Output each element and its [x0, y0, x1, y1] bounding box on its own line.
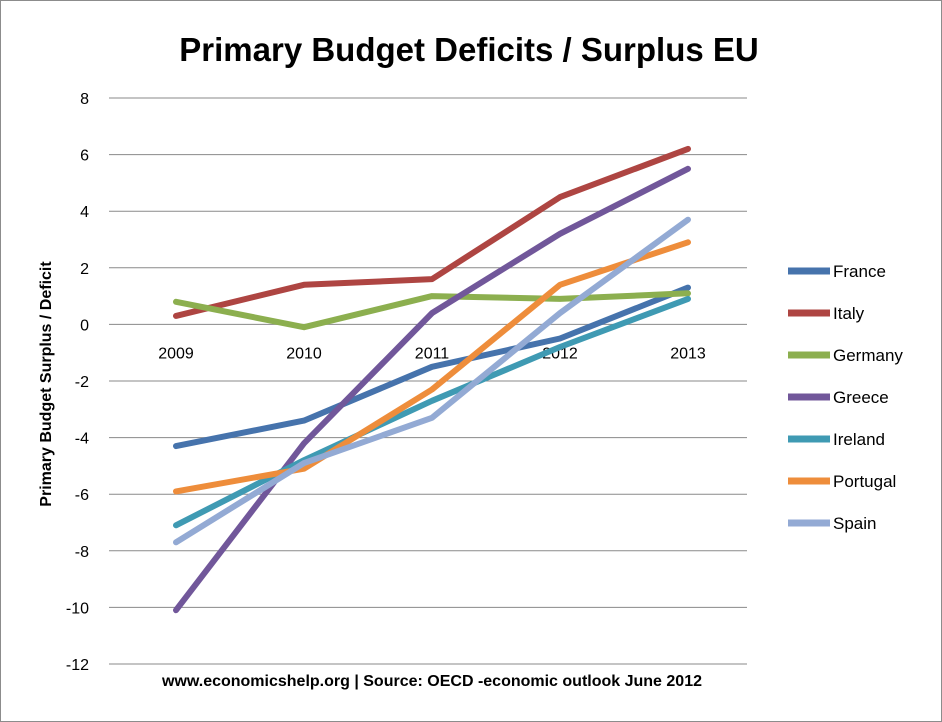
y-tick-label: -12: [66, 657, 89, 674]
chart-title: Primary Budget Deficits / Surplus EU: [179, 31, 758, 68]
legend-label-spain: Spain: [833, 514, 876, 533]
legend-label-portugal: Portugal: [833, 472, 896, 491]
series-line-italy: [173, 145, 691, 319]
y-axis-label: Primary Budget Surplus / Deficit: [38, 261, 55, 507]
y-tick-label: 4: [80, 204, 89, 221]
y-tick-label: 2: [80, 261, 89, 278]
legend-label-ireland: Ireland: [833, 430, 885, 449]
x-axis-ticks: 2009 2010 2011 2012 2013: [158, 345, 706, 362]
y-tick-label: 6: [80, 148, 89, 165]
legend: France Italy Germany Greece Ireland Portugal S…: [788, 262, 903, 533]
legend-label-italy: Italy: [833, 304, 865, 323]
series-lines: [173, 145, 691, 614]
series-line-germany: [173, 290, 691, 331]
y-tick-label: 8: [80, 91, 89, 108]
y-tick-label: 0: [80, 317, 89, 334]
series-line-france: [173, 284, 691, 450]
y-tick-label: -10: [66, 600, 89, 617]
source-note: www.economicshelp.org | Source: OECD -ec…: [161, 673, 702, 690]
y-tick-label: -6: [75, 487, 89, 504]
legend-label-germany: Germany: [833, 346, 903, 365]
series-line-spain: [173, 216, 691, 546]
x-tick-label: 2011: [415, 345, 450, 362]
x-tick-label: 2010: [286, 345, 322, 362]
y-tick-label: -4: [75, 431, 89, 448]
series-line-ireland: [173, 295, 691, 529]
series-line-portugal: [173, 239, 691, 495]
y-tick-label: -8: [75, 544, 89, 561]
gridlines: [109, 97, 747, 665]
x-tick-label: 2013: [670, 345, 706, 362]
y-tick-label: -2: [75, 374, 89, 391]
series-line-greece: [173, 165, 691, 614]
x-tick-label: 2009: [158, 345, 194, 362]
y-axis-ticks: 8 6 4 2 0 -2 -4 -6 -8 -10 -12: [66, 91, 89, 674]
legend-label-greece: Greece: [833, 388, 889, 407]
legend-label-france: France: [833, 262, 886, 281]
